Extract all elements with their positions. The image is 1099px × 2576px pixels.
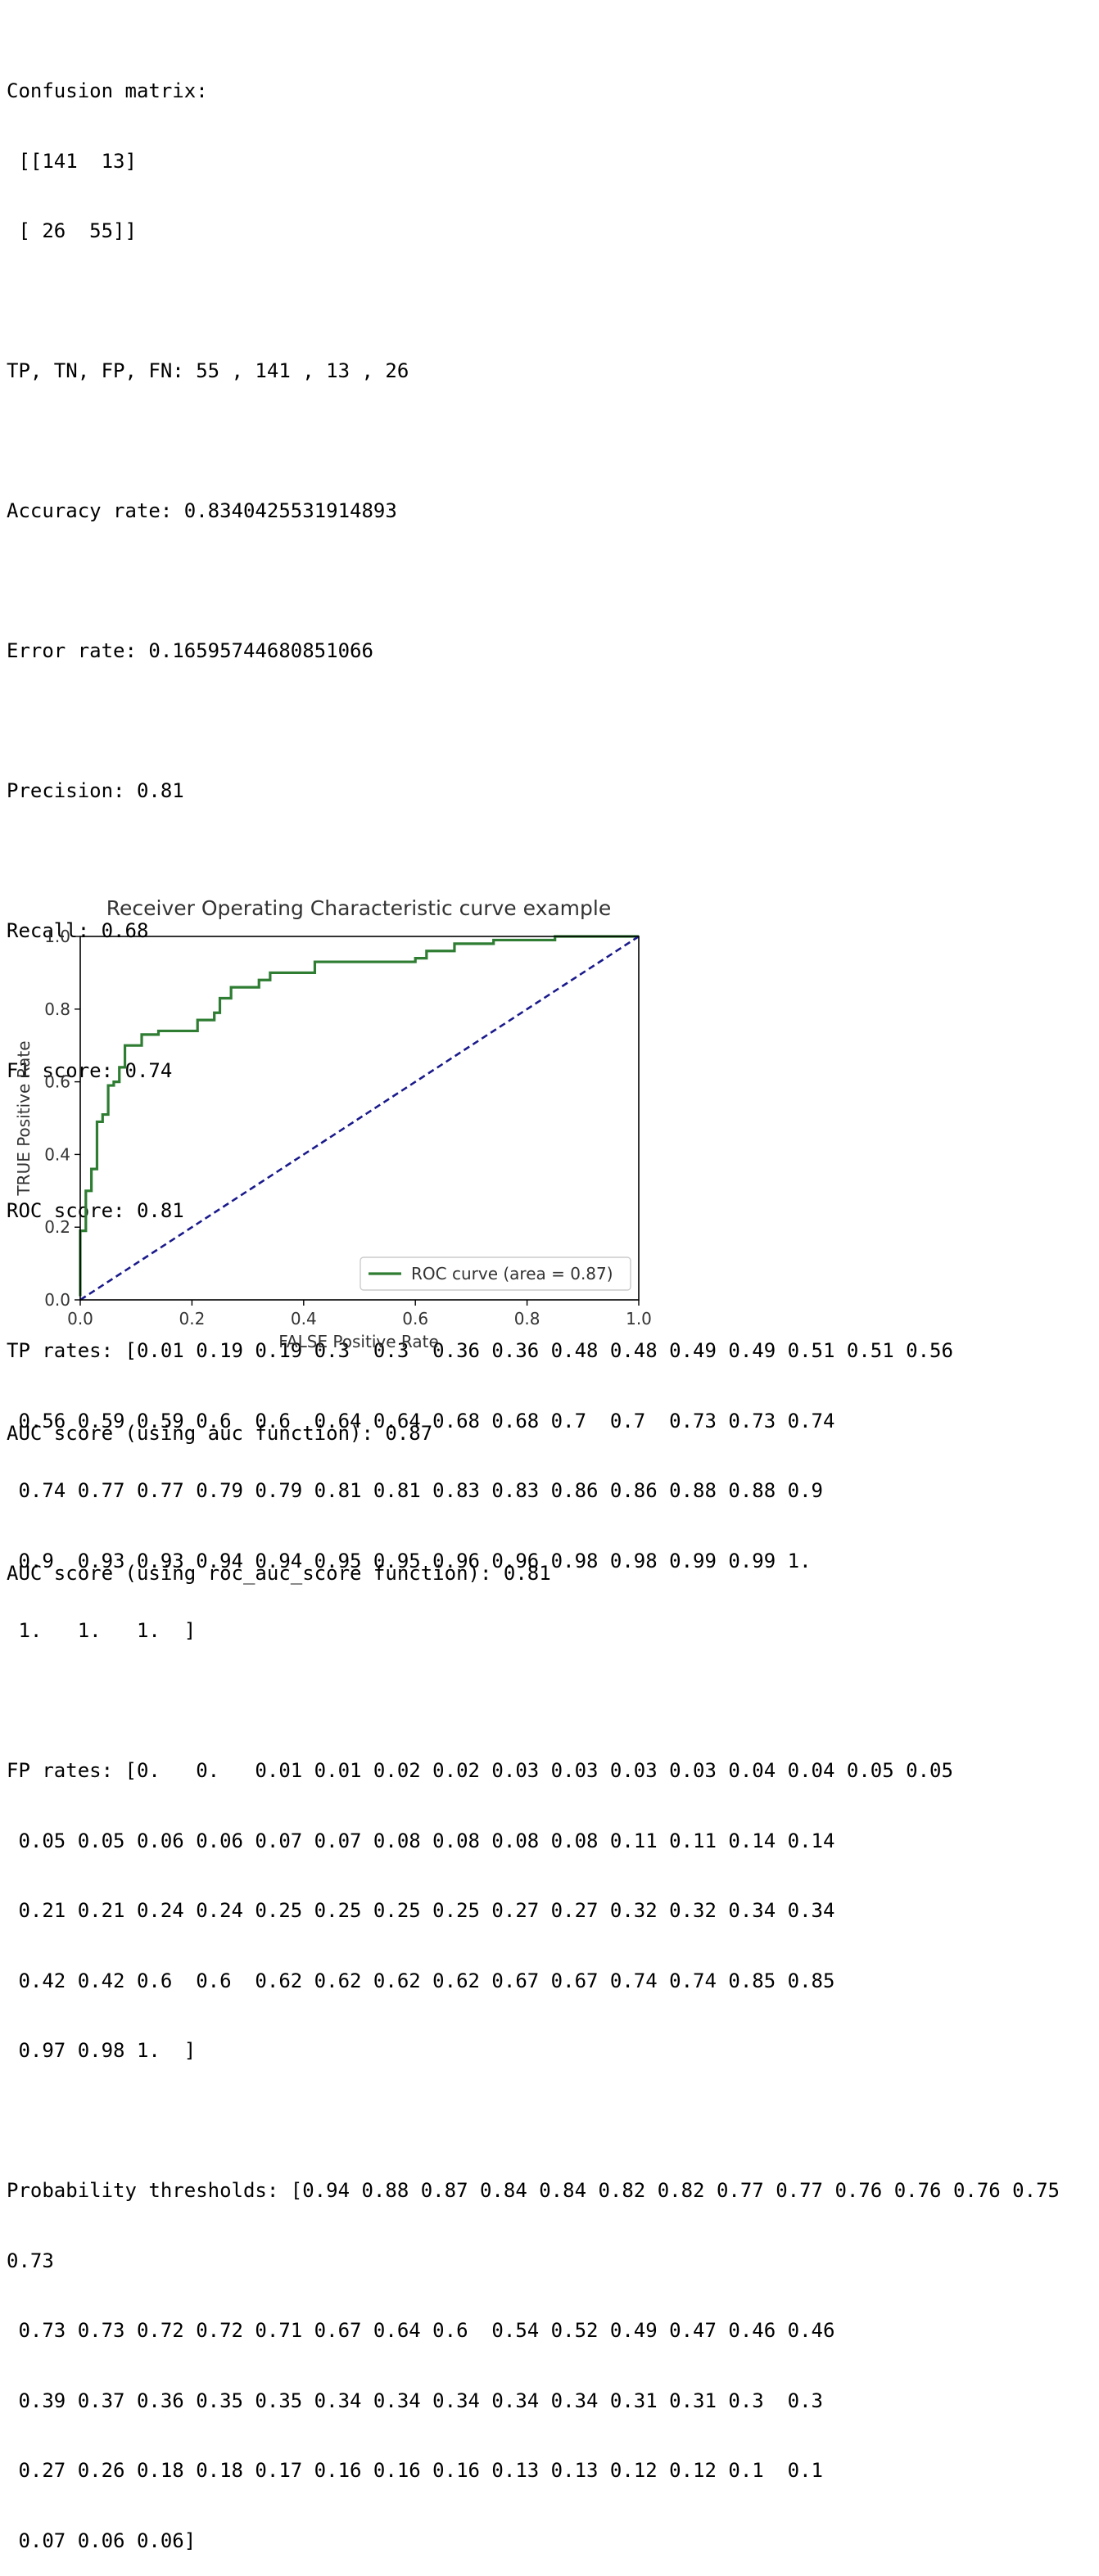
tp-rates-line-5: 1. 1. 1. ] [7, 1619, 197, 1642]
y-tick-label: 0.0 [44, 1290, 70, 1310]
threshold-line-5: 0.27 0.26 0.18 0.18 0.17 0.16 0.16 0.16 … [7, 2459, 823, 2482]
plot-area: 0.0 0.2 0.4 0.6 0.8 1.0 0.0 0.2 0.4 0.6 0.8 1.0 ROC … [44, 927, 652, 1329]
roc-figure: Receiver Operating Characteristic curve … [0, 891, 655, 1365]
fp-rates-line-4: 0.42 0.42 0.6 0.6 0.62 0.62 0.62 0.62 0.… [7, 1969, 835, 1992]
roc-score-line: ROC score: 0.81 [7, 1199, 184, 1222]
threshold-line-6: 0.07 0.06 0.06] [7, 2529, 197, 2552]
accuracy-line: Accuracy rate: 0.8340425531914893 [7, 499, 397, 522]
threshold-line-4: 0.39 0.37 0.36 0.35 0.35 0.34 0.34 0.34 … [7, 2389, 823, 2412]
tp-rates-line-1: TP rates: [0.01 0.19 0.19 0.3 0.3 0.36 0… [7, 1339, 953, 1362]
recall-line: Recall: 0.68 [7, 919, 149, 942]
precision-line: Precision: 0.81 [7, 779, 184, 802]
roc-curve-line [79, 935, 639, 1297]
plot-frame [79, 936, 640, 1301]
y-tick-label: 0.6 [44, 1072, 70, 1092]
error-line: Error rate: 0.16595744680851066 [7, 639, 373, 662]
y-tick-label: 0.4 [44, 1144, 70, 1164]
fp-rates-line-2: 0.05 0.05 0.06 0.06 0.07 0.07 0.08 0.08 … [7, 1829, 835, 1852]
tp-tn-fp-fn-line: TP, TN, FP, FN: 55 , 141 , 13 , 26 [7, 359, 409, 382]
fp-rates-line-5: 0.97 0.98 1. ] [7, 2039, 197, 2062]
legend-box [360, 1256, 631, 1291]
legend-label: ROC curve (area = 0.87) [411, 1264, 613, 1283]
y-axis-label: TRUE Positive Rate [14, 1040, 34, 1196]
x-tick-label: 0.4 [291, 1309, 317, 1329]
x-tick-label: 0.8 [514, 1309, 540, 1329]
roc-chart: Receiver Operating Characteristic curve … [14, 896, 652, 1351]
x-tick-label: 0.0 [67, 1309, 93, 1329]
console-output-bottom: AUC score (using auc function): 0.87 AUC… [7, 1375, 551, 1608]
x-tick-label: 0.6 [402, 1309, 428, 1329]
y-tick-label: 1.0 [44, 927, 70, 946]
threshold-line-3: 0.73 0.73 0.72 0.72 0.71 0.67 0.64 0.6 0… [7, 2319, 835, 2342]
tp-rates-line-2: 0.56 0.59 0.59 0.6 0.6 0.64 0.64 0.68 0.… [7, 1409, 835, 1432]
x-tick-label: 1.0 [626, 1309, 652, 1329]
f1-line: F1 score: 0.74 [7, 1059, 173, 1082]
fp-rates-line-1: FP rates: [0. 0. 0.01 0.01 0.02 0.02 0.0… [7, 1759, 953, 1782]
y-tick-label: 0.2 [44, 1217, 70, 1237]
y-tick-label: 0.8 [44, 999, 70, 1019]
chart-title: Receiver Operating Characteristic curve … [106, 896, 611, 920]
diagonal-reference-line [79, 935, 640, 1302]
confusion-label: Confusion matrix: [7, 79, 208, 102]
auc-function-line: AUC score (using auc function): 0.87 [7, 1422, 433, 1445]
threshold-line-2: 0.73 [7, 2249, 54, 2272]
confusion-row-2: [ 26 55]] [7, 219, 137, 242]
threshold-line-1: Probability thresholds: [0.94 0.88 0.87 … [7, 2179, 1060, 2202]
x-tick-label: 0.2 [179, 1309, 205, 1329]
auc-roc-function-line: AUC score (using roc_auc_score function)… [7, 1562, 551, 1585]
confusion-row-1: [[141 13] [7, 149, 137, 173]
x-axis-label: FALSE Positive Rate [278, 1332, 439, 1351]
fp-rates-line-3: 0.21 0.21 0.24 0.24 0.25 0.25 0.25 0.25 … [7, 1899, 835, 1922]
